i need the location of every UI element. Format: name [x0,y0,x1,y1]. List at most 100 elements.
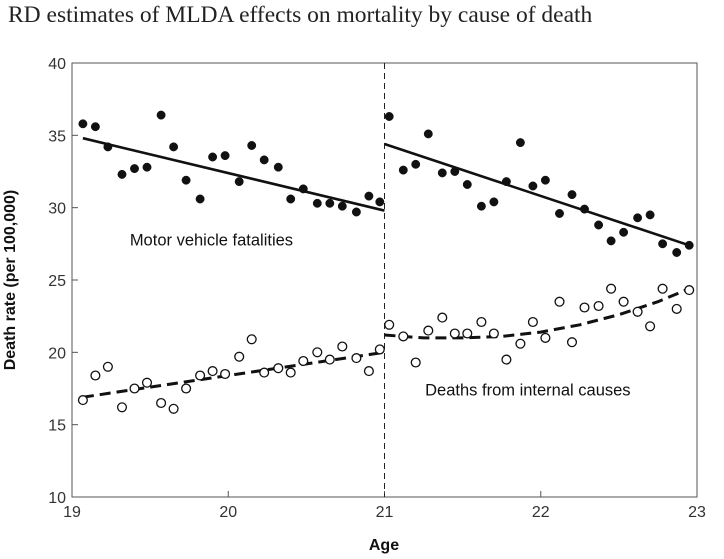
point-motor-vehicle [78,119,88,129]
y-tick-label: 40 [48,56,66,73]
point-motor-vehicle [364,191,374,201]
point-internal-causes [181,383,192,394]
point-motor-vehicle [234,177,244,187]
point-motor-vehicle [90,122,100,132]
point-motor-vehicle [181,175,191,185]
point-internal-causes [312,347,323,358]
point-internal-causes [220,368,231,380]
point-internal-causes [324,354,335,365]
point-motor-vehicle [672,248,682,257]
point-internal-causes [337,341,348,352]
point-internal-causes [298,355,309,367]
point-motor-vehicle [156,110,166,120]
point-internal-causes [684,285,695,296]
point-motor-vehicle [462,180,472,189]
point-internal-causes [234,351,245,362]
y-tick-label: 20 [48,345,66,362]
point-internal-causes [129,383,140,394]
point-internal-causes [285,367,296,378]
fit-line-internal-causes [82,350,385,399]
fit-line-internal-causes [384,287,690,340]
point-internal-causes [102,361,113,372]
point-motor-vehicle [208,152,218,162]
point-motor-vehicle [555,209,564,218]
point-internal-causes [515,338,526,349]
point-motor-vehicle [103,142,113,152]
annotation-motor-vehicle: Motor vehicle fatalities [130,231,293,249]
point-motor-vehicle [633,213,643,223]
point-internal-causes [195,370,206,381]
point-motor-vehicle [540,175,550,185]
point-internal-causes [90,370,101,381]
point-internal-causes [423,325,434,336]
point-motor-vehicle [398,165,408,175]
point-motor-vehicle [658,239,668,249]
y-tick-label: 10 [48,490,66,507]
point-motor-vehicle [684,240,694,250]
point-internal-causes [671,303,682,314]
point-internal-causes [645,321,656,332]
y-tick-label: 35 [48,128,66,145]
annotation-internal-causes: Deaths from internal causes [425,382,630,400]
point-internal-causes [363,366,374,377]
point-internal-causes [501,354,512,365]
point-motor-vehicle [645,210,655,220]
point-motor-vehicle [375,197,385,207]
fit-line-motor-vehicle [82,136,385,212]
point-motor-vehicle [476,201,486,211]
axes: 10 15 20 25 30 35 40 19 20 21 22 23 [48,56,706,521]
point-internal-causes [410,357,421,368]
fit-line-motor-vehicle [384,142,690,247]
point-motor-vehicle [450,167,460,176]
x-axis-title: Age [369,537,399,554]
point-internal-causes [566,337,578,348]
point-internal-causes [77,395,88,406]
point-motor-vehicle [411,159,421,169]
point-internal-causes [488,328,499,339]
point-motor-vehicle [567,190,577,200]
y-tick-label: 25 [48,273,66,290]
point-internal-causes [156,397,167,409]
point-motor-vehicle [312,198,322,208]
point-motor-vehicle [286,194,296,204]
point-internal-causes [351,353,362,364]
point-motor-vehicle [247,141,257,150]
point-motor-vehicle [384,112,394,121]
point-internal-causes [527,316,538,328]
point-motor-vehicle [528,181,538,191]
point-motor-vehicle [437,168,447,178]
point-internal-causes [437,312,448,323]
point-motor-vehicle [337,201,347,211]
point-internal-causes [259,367,270,378]
point-motor-vehicle [580,204,589,214]
point-internal-causes [554,296,565,307]
page-title: RD estimates of MLDA effects on mortalit… [8,2,593,28]
point-internal-causes [398,331,409,342]
point-internal-causes [449,328,460,339]
point-motor-vehicle [423,129,433,139]
point-motor-vehicle [501,177,511,187]
point-motor-vehicle [195,194,205,204]
point-internal-causes [657,283,668,294]
y-tick-label: 15 [48,418,66,435]
y-tick-label: 30 [48,201,66,218]
point-motor-vehicle [169,142,179,152]
point-motor-vehicle [351,207,361,217]
point-internal-causes [168,403,179,414]
point-internal-causes [273,363,284,374]
y-axis-title: Death rate (per 100,000) [2,190,19,371]
fit-lines [82,136,690,399]
point-internal-causes [632,306,643,317]
point-internal-causes [593,300,604,312]
x-tick-label: 22 [532,504,550,521]
point-motor-vehicle [117,169,127,179]
point-motor-vehicle [130,164,139,174]
point-internal-causes [374,344,385,355]
point-internal-causes [618,296,629,307]
point-motor-vehicle [273,162,283,172]
point-motor-vehicle [619,227,629,237]
labels: Death rate (per 100,000) Age Motor vehic… [2,190,631,554]
point-motor-vehicle [298,184,308,194]
point-motor-vehicle [594,220,604,230]
